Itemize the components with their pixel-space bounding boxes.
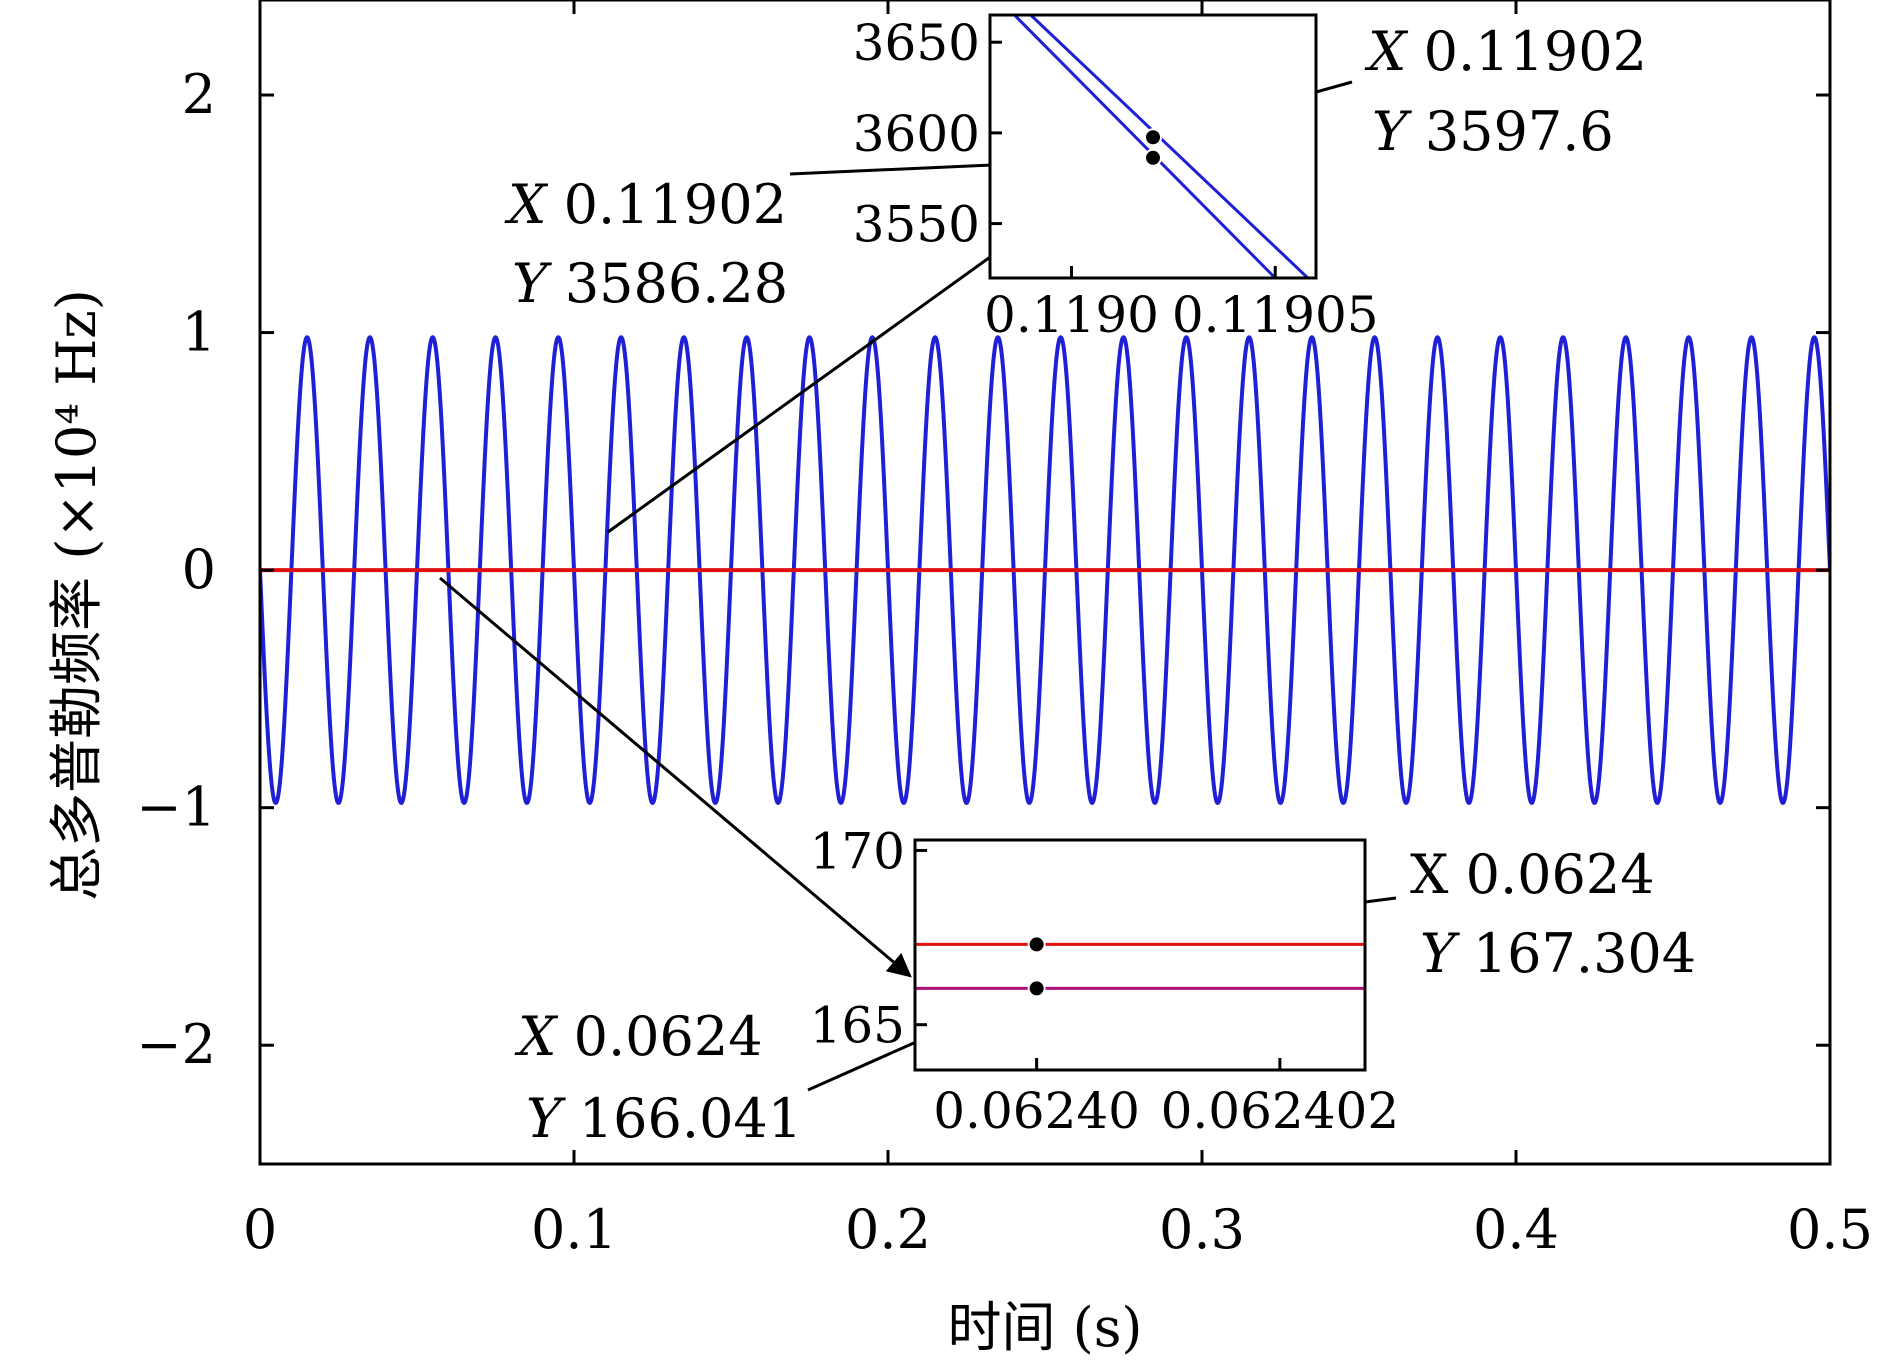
annotation-2-x: X 0.11902 (504, 173, 787, 236)
inset-1-y-tick-label-0: 170 (810, 822, 905, 880)
x-axis-title: 时间 (s) (947, 1296, 1142, 1359)
inset-0-y-tick-label-0: 3650 (853, 14, 980, 72)
y-tick-label-2: 0 (182, 538, 216, 601)
main-plot: 0 0.1 0.2 0.3 0.4 0.5 2 1 0 −1 −2 (136, 0, 1873, 1261)
inset-0-marker-1 (1144, 148, 1162, 167)
zoom-arrow-red (439, 576, 912, 978)
inset-0-marker-0 (1144, 128, 1162, 147)
inset-blue-ticks: 0.1190 0.11905 3650 3600 3550 (853, 14, 1379, 344)
inset-red-background (915, 840, 1365, 1070)
annotation-1-x: X 0.11902 (1364, 20, 1647, 83)
point-annotations: X 0.11902 Y 3597.6 X 0.11902 Y 3586.28 X… (504, 20, 1696, 1150)
inset-0-y-tick-label-2: 3550 (853, 196, 980, 254)
annotation-2-y: Y 3586.28 (512, 252, 788, 315)
inset-0-x-tick-label-1: 0.11905 (1172, 286, 1379, 344)
annotation-3-x: X 0.0624 (1410, 843, 1655, 906)
main-plot-frame (258, 0, 1832, 1166)
inset-0-line-1 (1029, 15, 1309, 278)
inset-blue-lines (1013, 15, 1309, 278)
x-tick-label-2: 0.2 (845, 1198, 931, 1261)
x-tick-label-3: 0.3 (1159, 1198, 1245, 1261)
main-series-layer (260, 335, 1830, 806)
x-tick-label-4: 0.4 (1473, 1198, 1559, 1261)
inset-red-ticks: 0.06240 0.062402 170 165 (810, 822, 1400, 1140)
inset-red-zoom: 0.06240 0.062402 170 165 (810, 822, 1400, 1140)
x-tick-label-1: 0.1 (531, 1198, 617, 1261)
y-axis-title: 总多普勒频率 (×10⁴ Hz) (45, 289, 108, 901)
x-tick-label-5: 0.5 (1787, 1198, 1873, 1261)
annotation-3-y: Y 167.304 (1420, 922, 1696, 985)
inset-1-y-tick-label-1: 165 (810, 997, 905, 1055)
inset-0-line-0 (1013, 15, 1277, 278)
x-tick-label-0: 0 (243, 1198, 277, 1261)
y-tick-label-1: 1 (182, 301, 216, 364)
y-tick-label-0: 2 (182, 63, 216, 126)
inset-0-x-tick-label-0: 0.1190 (984, 286, 1159, 344)
inset-1-marker-0 (1027, 935, 1046, 954)
inset-1-marker-1 (1027, 979, 1046, 998)
annotation-4-x: X 0.0624 (514, 1005, 763, 1068)
annotation-4-y: Y 166.041 (526, 1087, 802, 1150)
y-tick-label-4: −2 (136, 1013, 216, 1076)
inset-0-y-tick-label-1: 3600 (853, 105, 980, 163)
inset-1-x-tick-label-0: 0.06240 (933, 1082, 1140, 1140)
main-axis-ticks: 0 0.1 0.2 0.3 0.4 0.5 2 1 0 −1 −2 (136, 0, 1873, 1261)
inset-blue-frame (988, 13, 1318, 280)
y-tick-label-3: −1 (136, 776, 216, 839)
annotation-1-y: Y 3597.6 (1372, 100, 1614, 163)
inset-blue-zoom: 0.1190 0.11905 3650 3600 3550 (853, 13, 1379, 344)
inset-red-lines (915, 942, 1365, 990)
inset-1-x-tick-label-1: 0.062402 (1161, 1082, 1400, 1140)
inset-red-frame (913, 838, 1367, 1072)
